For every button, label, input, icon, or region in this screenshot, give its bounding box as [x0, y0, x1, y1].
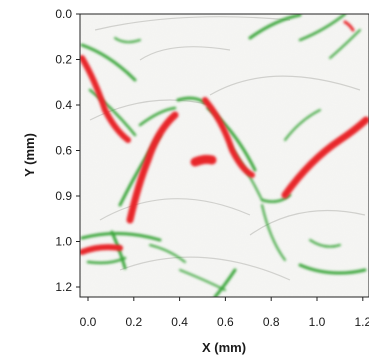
green-arc — [138, 106, 177, 127]
heatmap-image — [80, 14, 369, 297]
green-arc — [329, 29, 361, 59]
green-arc — [114, 37, 141, 44]
green-arc — [284, 109, 321, 141]
x-tick-label: 0.8 — [263, 315, 280, 329]
y-tick-label: 1.2 — [55, 280, 72, 294]
x-axis: 0.0 0.2 0.4 0.6 0.8 1.0 1.2 — [80, 297, 369, 329]
green-arc — [298, 263, 367, 275]
y-tick-label: 0.6 — [55, 144, 72, 158]
x-tick-label: 0.4 — [171, 315, 188, 329]
y-tick-label: 0.9 — [55, 189, 72, 203]
green-arc — [80, 43, 137, 82]
y-axis-title: Y (mm) — [22, 133, 37, 177]
y-tick-label: 1.0 — [55, 235, 72, 249]
green-arc — [80, 231, 162, 242]
green-arc — [88, 88, 137, 137]
x-tick-label: 1.0 — [309, 315, 326, 329]
x-tick-label: 1.2 — [354, 315, 369, 329]
y-axis: 0.0 0.2 0.4 0.6 0.9 1.0 1.2 — [55, 7, 80, 294]
red-ridge — [80, 55, 131, 143]
red-ridge — [80, 244, 123, 255]
red-features — [80, 20, 369, 255]
green-arc — [248, 14, 302, 40]
y-tick-label: 0.2 — [55, 53, 72, 67]
green-arc — [179, 269, 226, 291]
red-spot — [190, 154, 217, 167]
red-ridge — [202, 97, 255, 178]
x-tick-label: 0.6 — [217, 315, 234, 329]
plot-frame — [79, 13, 369, 298]
y-tick-label: 0.0 — [55, 7, 72, 21]
x-tick-label: 0.2 — [125, 315, 142, 329]
y-tick-label: 0.4 — [55, 98, 72, 112]
green-arc — [298, 14, 347, 42]
red-ridge — [126, 111, 179, 224]
green-arc — [261, 204, 286, 261]
x-axis-title: X (mm) — [202, 340, 246, 355]
red-ridge — [281, 116, 369, 199]
green-arc — [149, 244, 186, 263]
red-spot — [343, 20, 355, 32]
green-arc — [213, 268, 237, 297]
faint-structure — [89, 16, 366, 281]
x-tick-label: 0.0 — [80, 315, 97, 329]
green-arc — [309, 239, 341, 248]
